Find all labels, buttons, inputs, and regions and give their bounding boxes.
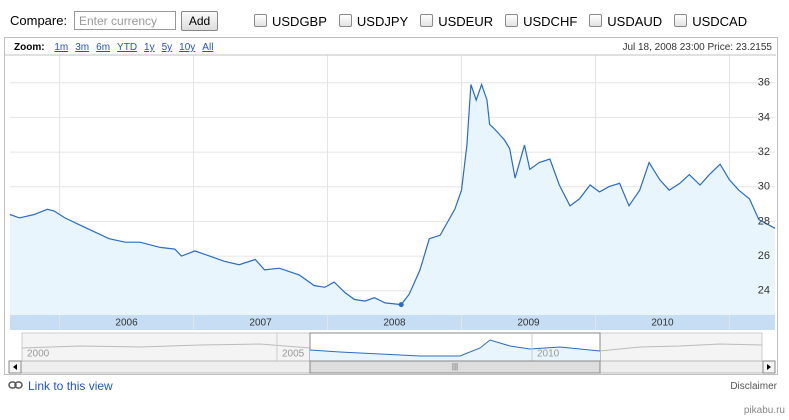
x-tick-label: 2007 [249, 318, 272, 329]
scroll-grip: ||| [452, 362, 458, 371]
x-tick-label: 2010 [651, 318, 674, 329]
status: Jul 18, 2008 23:00 Price: 23.2155 [622, 42, 772, 53]
zoom-link[interactable]: 1m [54, 42, 69, 53]
x-tick-label: 2008 [383, 318, 406, 329]
currency-list: USDGBP USDJPY USDEUR USDCHF USDAUD USDCAD [254, 13, 759, 31]
y-tick-label: 24 [758, 285, 770, 297]
zoom-bar: Zoom: 1m 3m 6m YTD 1y 5y 10y All [14, 42, 213, 53]
zoom-link[interactable]: All [202, 42, 214, 53]
checkbox[interactable] [420, 14, 434, 27]
navigator-line-faded [21, 343, 311, 349]
currency-option[interactable]: USDAUD [589, 13, 662, 30]
navigator-line-faded [599, 343, 763, 352]
price-line [9, 82, 776, 306]
navigator-area [310, 340, 600, 361]
currency-option[interactable]: USDCAD [674, 13, 747, 30]
navigator-label: 2010 [537, 349, 560, 360]
arrow-left [13, 364, 17, 370]
x-tick-label: 2009 [517, 318, 540, 329]
y-tick-label: 32 [758, 146, 770, 158]
currency-label: USDGBP [272, 14, 327, 29]
y-tick-label: 34 [758, 111, 770, 123]
zoom-link[interactable]: YTD [117, 42, 138, 53]
currency-label: USDAUD [607, 14, 663, 29]
year-band [10, 315, 775, 330]
add-button[interactable]: Add [181, 11, 218, 31]
link-to-view[interactable]: Link to this view [28, 379, 113, 393]
navigator-line [309, 339, 601, 357]
y-tick-label: 26 [758, 250, 770, 262]
currency-label: USDEUR [438, 14, 494, 29]
compare-label: Compare: [10, 13, 68, 28]
currency-option[interactable]: USDCHF [505, 13, 577, 30]
area-fill [10, 84, 775, 315]
zoom-link[interactable]: 1y [144, 42, 155, 53]
currency-label: USDJPY [356, 14, 409, 29]
zoom-link[interactable]: 6m [96, 42, 111, 53]
checkbox[interactable] [589, 14, 603, 27]
disclaimer[interactable]: Disclaimer [730, 381, 777, 392]
watermark: pikabu.ru [743, 405, 785, 416]
zoom-link[interactable]: 3m [75, 42, 90, 53]
currency-option[interactable]: USDJPY [338, 13, 409, 30]
navigator-label: 2005 [282, 349, 305, 360]
currency-option[interactable]: USDEUR [420, 13, 493, 30]
checkbox[interactable] [505, 14, 519, 27]
y-tick-label: 30 [758, 181, 770, 193]
currency-label: USDCAD [692, 14, 748, 29]
x-tick-label: 2006 [115, 318, 138, 329]
y-tick-label: 28 [758, 215, 770, 227]
arrow-right [767, 364, 771, 370]
currency-option[interactable]: USDGBP [254, 13, 327, 30]
checkbox[interactable] [338, 14, 352, 27]
zoom-label: Zoom: [14, 42, 45, 53]
checkbox[interactable] [674, 14, 688, 27]
chart-frame [4, 37, 778, 375]
scroll-thumb[interactable] [309, 360, 601, 374]
checkbox[interactable] [254, 14, 267, 27]
currency-input[interactable]: Enter currency [74, 11, 176, 30]
plot: 2006 2007 2008 2009 2010 24 26 28 30 32 34 36 [5, 54, 776, 330]
highlight-point [398, 302, 404, 308]
zoom-link[interactable]: 10y [179, 42, 196, 53]
link-icon [8, 381, 23, 389]
y-tick-label: 36 [758, 77, 770, 89]
zoom-link[interactable]: 5y [161, 42, 173, 53]
currency-label: USDCHF [523, 14, 578, 29]
navigator-label: 2000 [27, 349, 50, 360]
